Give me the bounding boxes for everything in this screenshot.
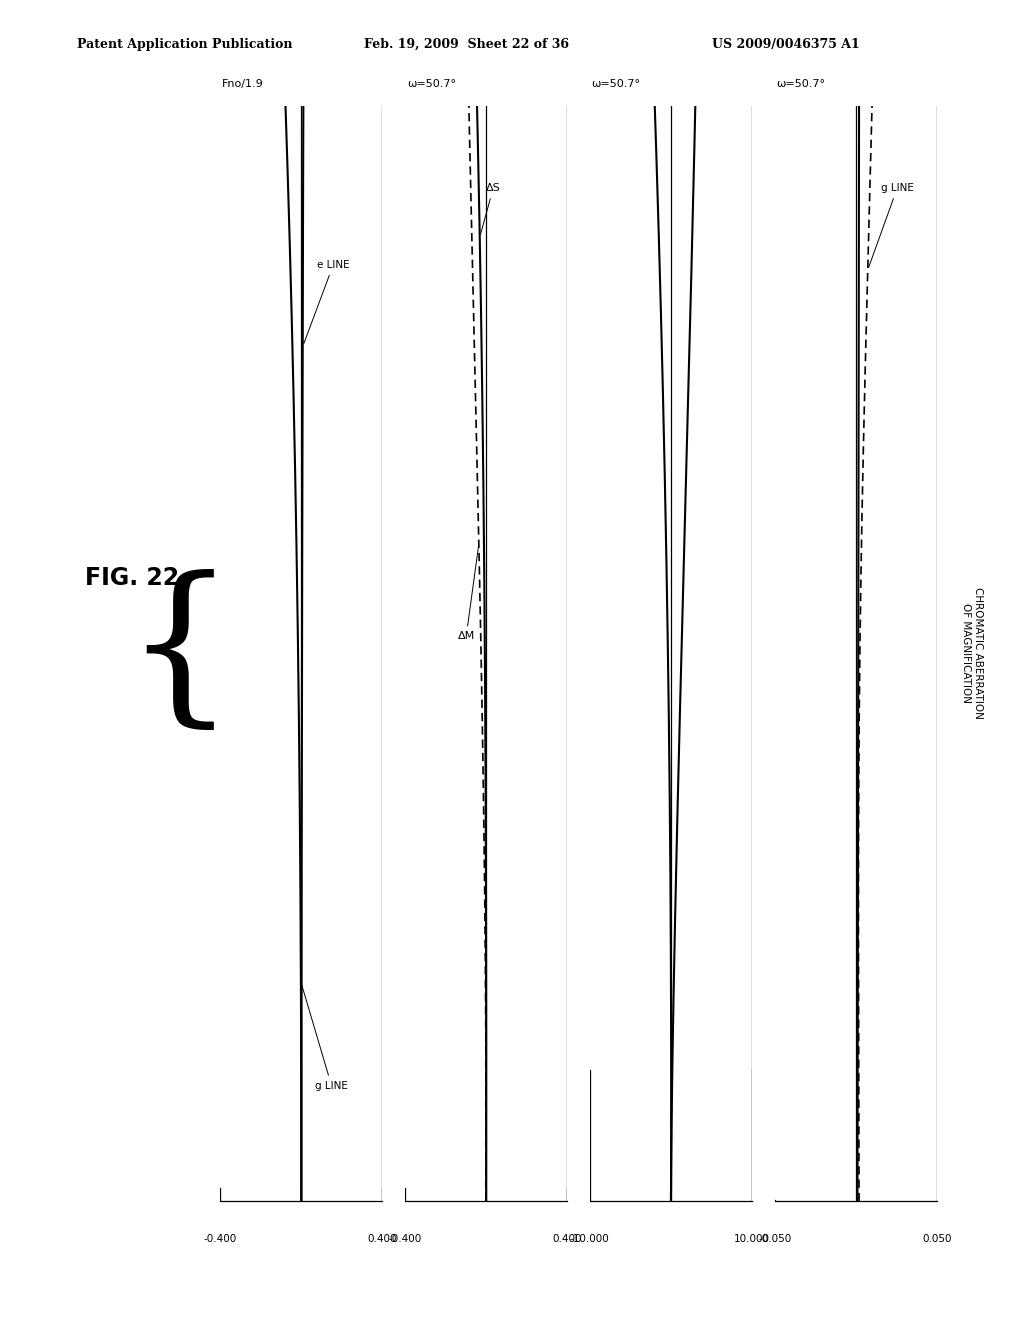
Text: {: { bbox=[125, 569, 236, 738]
Text: US 2009/0046375 A1: US 2009/0046375 A1 bbox=[712, 37, 859, 50]
Text: ω=50.7°: ω=50.7° bbox=[592, 79, 640, 90]
Text: g LINE: g LINE bbox=[868, 183, 913, 268]
Text: g LINE: g LINE bbox=[302, 985, 348, 1090]
Text: Patent Application Publication: Patent Application Publication bbox=[77, 37, 292, 50]
Text: ASTIGMATISM: ASTIGMATISM bbox=[624, 615, 634, 692]
Text: ω=50.7°: ω=50.7° bbox=[407, 79, 456, 90]
Text: -0.050: -0.050 bbox=[758, 1234, 792, 1243]
Text: Feb. 19, 2009  Sheet 22 of 36: Feb. 19, 2009 Sheet 22 of 36 bbox=[364, 37, 568, 50]
Text: e LINE: e LINE bbox=[304, 260, 349, 345]
Text: CHROMATIC ABERRATION
OF MAGNIFICATION: CHROMATIC ABERRATION OF MAGNIFICATION bbox=[962, 587, 983, 719]
Text: FIG. 22: FIG. 22 bbox=[85, 566, 179, 590]
Text: SPHERICAL
ABERRATION: SPHERICAL ABERRATION bbox=[444, 618, 466, 689]
Text: 10.000: 10.000 bbox=[734, 1234, 770, 1243]
Text: Fno/1.9: Fno/1.9 bbox=[222, 79, 264, 90]
Text: ω=50.7°: ω=50.7° bbox=[776, 79, 825, 90]
Text: ΔS: ΔS bbox=[480, 183, 501, 235]
Text: -10.000: -10.000 bbox=[570, 1234, 609, 1243]
Text: 0.050: 0.050 bbox=[923, 1234, 951, 1243]
Text: -0.400: -0.400 bbox=[204, 1234, 237, 1243]
Text: -0.400: -0.400 bbox=[388, 1234, 422, 1243]
Text: DISTORTION (%): DISTORTION (%) bbox=[801, 607, 811, 700]
Text: 0.400: 0.400 bbox=[368, 1234, 397, 1243]
Text: ΔM: ΔM bbox=[458, 546, 478, 642]
Text: 0.400: 0.400 bbox=[553, 1234, 582, 1243]
